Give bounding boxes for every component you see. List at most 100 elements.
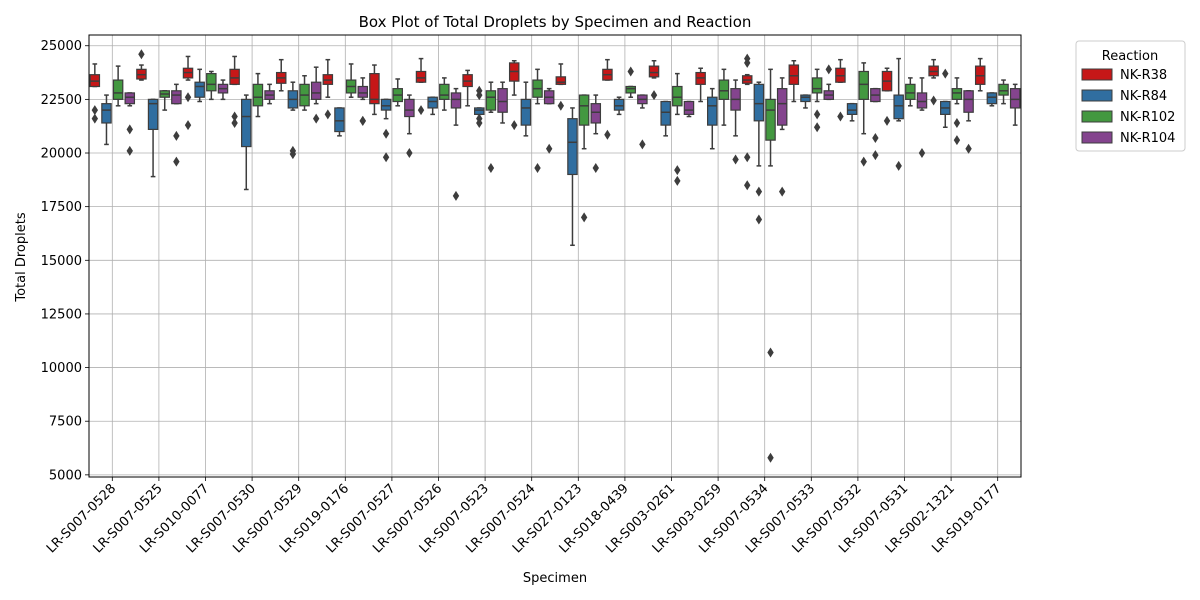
outlier-point — [813, 109, 821, 120]
outlier-point — [406, 148, 413, 159]
outlier-point — [173, 156, 180, 167]
legend-title: Reaction — [1102, 49, 1158, 64]
box-iqr — [334, 107, 345, 133]
outlier-point — [511, 120, 518, 131]
box-NK-R102 — [998, 79, 1009, 105]
legend-label: NK-R104 — [1120, 131, 1175, 146]
box-NK-R38 — [508, 59, 520, 131]
outlier-point — [417, 105, 425, 116]
box-iqr — [765, 98, 776, 141]
box-NK-R84 — [194, 68, 205, 103]
outlier-point — [755, 214, 763, 225]
outlier-point — [126, 124, 133, 135]
box-NK-R104 — [683, 100, 695, 118]
box-NK-R38 — [602, 58, 613, 140]
outlier-point — [382, 128, 390, 139]
outlier-point — [744, 57, 751, 68]
box-iqr — [252, 83, 264, 107]
box-iqr — [357, 85, 369, 98]
y-tick-label: 17500 — [41, 200, 82, 215]
box-iqr — [112, 79, 124, 100]
box-NK-R38 — [415, 57, 427, 116]
box-iqr — [567, 118, 578, 176]
outlier-point — [650, 90, 658, 101]
box-iqr — [963, 90, 974, 113]
box-iqr — [590, 103, 602, 124]
legend: Reaction NK-R38 NK-R84 NK-R102 NK-R104 — [1075, 40, 1186, 152]
box-NK-R38 — [182, 55, 194, 131]
box-NK-R104 — [543, 87, 555, 154]
outlier-point — [755, 186, 763, 197]
outlier-point — [126, 145, 133, 156]
box-NK-R104 — [450, 87, 462, 201]
box-NK-R102 — [206, 70, 217, 101]
outlier-point — [184, 120, 192, 131]
outlier-point — [476, 85, 483, 96]
y-tick-label: 5000 — [49, 468, 82, 483]
box-NK-R84 — [380, 98, 392, 163]
box-NK-R38 — [695, 67, 706, 103]
box-NK-R104 — [823, 64, 835, 101]
outlier-point — [452, 190, 460, 201]
box-NK-R104 — [217, 79, 229, 101]
legend-label: NK-R84 — [1120, 89, 1167, 104]
box-NK-R84 — [474, 85, 485, 128]
box-NK-R38 — [89, 63, 101, 124]
box-iqr — [613, 98, 625, 111]
box-NK-R102 — [718, 68, 730, 126]
box-NK-R84 — [147, 98, 159, 178]
box-NK-R38 — [974, 57, 986, 92]
box-iqr — [229, 68, 240, 85]
box-iqr — [206, 73, 217, 92]
box-iqr — [380, 98, 392, 111]
box-NK-R38 — [322, 58, 334, 120]
box-iqr — [986, 92, 998, 105]
outlier-point — [895, 160, 902, 171]
outlier-point — [91, 105, 99, 116]
box-NK-R102 — [625, 66, 636, 98]
y-tick-label: 12500 — [41, 307, 82, 322]
outlier-point — [312, 113, 320, 124]
outlier-point — [604, 129, 611, 140]
box-NK-R102 — [532, 68, 543, 174]
box-NK-R84 — [613, 96, 625, 116]
box-NK-R84 — [287, 81, 299, 160]
box-NK-R104 — [637, 94, 648, 150]
outlier-point — [918, 148, 926, 159]
box-NK-R104 — [590, 94, 602, 174]
box-iqr — [101, 103, 112, 124]
box-NK-R102 — [252, 72, 264, 118]
box-NK-R104 — [171, 83, 182, 167]
box-NK-R104 — [124, 92, 136, 156]
outlier-point — [872, 132, 879, 143]
box-iqr — [951, 88, 963, 100]
box-iqr — [811, 77, 823, 94]
box-iqr — [578, 94, 590, 126]
box-NK-R102 — [485, 81, 497, 174]
y-tick-label: 20000 — [41, 147, 82, 162]
outlier-point — [825, 64, 832, 75]
outlier-point — [883, 115, 891, 126]
outlier-point — [173, 130, 180, 141]
box-NK-R104 — [916, 77, 928, 159]
outlier-point — [382, 152, 390, 163]
box-iqr — [497, 88, 508, 113]
box-NK-R102 — [951, 77, 963, 146]
outlier-point — [837, 111, 844, 122]
box-iqr — [474, 107, 485, 115]
outlier-point — [930, 95, 937, 106]
box-iqr — [858, 70, 869, 100]
outlier-point — [545, 143, 553, 154]
box-iqr — [485, 90, 497, 111]
box-iqr — [846, 103, 858, 115]
box-NK-R84 — [940, 68, 951, 129]
box-iqr — [1009, 88, 1021, 109]
box-iqr — [124, 92, 136, 105]
box-NK-R38 — [555, 63, 567, 111]
box-NK-R84 — [520, 81, 532, 137]
outlier-point — [184, 92, 192, 103]
box-NK-R102 — [765, 68, 776, 463]
outlier-point — [476, 117, 483, 128]
box-iqr — [672, 85, 683, 107]
outlier-point — [953, 117, 961, 128]
